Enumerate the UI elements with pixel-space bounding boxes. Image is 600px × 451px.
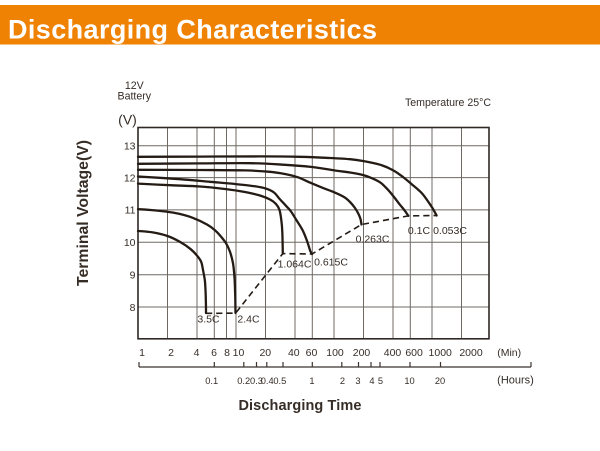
svg-text:(V): (V)	[118, 112, 137, 128]
svg-text:60: 60	[306, 347, 318, 359]
svg-text:10: 10	[233, 347, 245, 359]
svg-text:0.3: 0.3	[250, 376, 263, 386]
svg-text:12: 12	[124, 172, 136, 184]
svg-text:2: 2	[168, 347, 174, 359]
svg-text:8: 8	[224, 347, 230, 359]
svg-text:0.615C: 0.615C	[314, 257, 348, 269]
svg-text:10: 10	[404, 376, 414, 386]
svg-text:11: 11	[125, 205, 136, 217]
svg-text:20: 20	[259, 347, 271, 359]
svg-text:100: 100	[326, 347, 344, 359]
svg-text:(Min): (Min)	[497, 347, 521, 359]
svg-text:0.1: 0.1	[205, 376, 218, 386]
svg-text:Battery: Battery	[118, 90, 152, 102]
svg-text:200: 200	[353, 347, 371, 359]
svg-text:13: 13	[124, 140, 136, 152]
svg-text:2000: 2000	[459, 347, 483, 359]
svg-text:6: 6	[211, 347, 217, 359]
svg-text:1.064C: 1.064C	[278, 259, 312, 271]
svg-text:0.4: 0.4	[261, 376, 274, 386]
svg-text:0.1C: 0.1C	[408, 225, 431, 237]
svg-text:0.5: 0.5	[273, 376, 286, 386]
svg-text:20: 20	[435, 376, 445, 386]
svg-text:0.2: 0.2	[237, 376, 250, 386]
svg-text:10: 10	[124, 237, 136, 249]
svg-text:0.053C: 0.053C	[433, 225, 467, 237]
svg-text:4: 4	[194, 347, 200, 359]
svg-text:40: 40	[288, 347, 300, 359]
svg-text:400: 400	[384, 347, 402, 359]
svg-text:2: 2	[340, 376, 345, 386]
svg-text:0.263C: 0.263C	[356, 234, 390, 246]
svg-text:4: 4	[369, 376, 374, 386]
svg-text:3: 3	[355, 376, 360, 386]
svg-text:12V: 12V	[125, 80, 145, 92]
svg-text:9: 9	[130, 269, 136, 281]
svg-text:Discharging Characteristics: Discharging Characteristics	[8, 14, 377, 44]
svg-text:3.5C: 3.5C	[197, 314, 220, 326]
svg-text:1000: 1000	[429, 347, 453, 359]
svg-text:(Hours): (Hours)	[497, 375, 534, 387]
svg-text:600: 600	[405, 347, 423, 359]
svg-text:8: 8	[130, 302, 136, 314]
svg-text:5: 5	[378, 376, 383, 386]
svg-text:Discharging Time: Discharging Time	[238, 398, 361, 414]
svg-text:1: 1	[309, 376, 314, 386]
svg-text:Terminal Voltage(V): Terminal Voltage(V)	[75, 140, 92, 286]
svg-text:2.4C: 2.4C	[237, 314, 260, 326]
svg-text:1: 1	[139, 347, 145, 359]
svg-text:Temperature 25°C: Temperature 25°C	[405, 97, 491, 109]
